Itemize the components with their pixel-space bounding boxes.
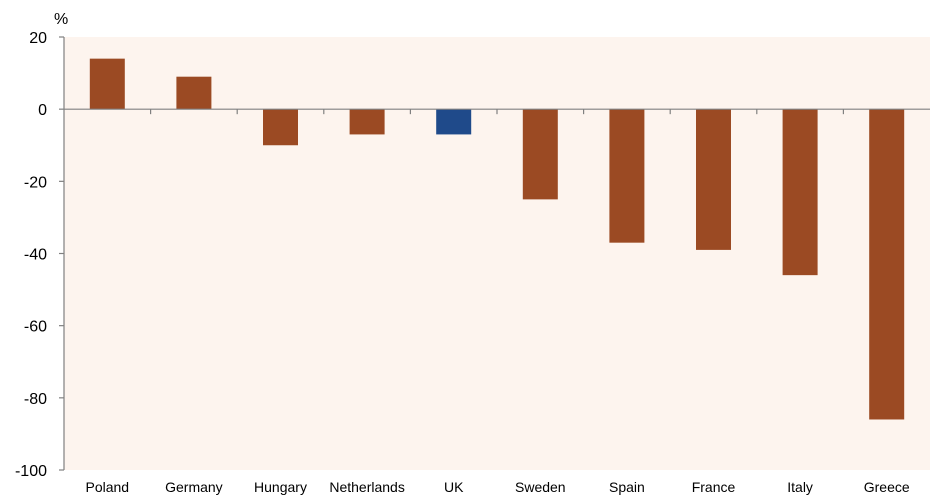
y-tick-label: -40 [24,247,47,264]
x-tick-label: France [692,479,736,495]
x-tick-label: Spain [609,479,645,495]
bar-italy [782,109,818,276]
y-tick-label: 0 [38,102,47,119]
x-tick-label: Germany [165,479,223,495]
x-tick-label: Hungary [254,479,307,495]
bar-germany [176,76,212,110]
x-tick-label: Greece [864,479,910,495]
bar-uk [436,109,472,135]
bar-greece [869,109,905,420]
y-tick-label: -100 [15,463,47,480]
x-tick-label: UK [444,479,464,495]
axes-group [59,36,930,471]
y-tick-label: -60 [24,319,47,336]
bar-france [696,109,731,250]
bar-hungary [263,109,298,146]
y-axis-unit-label: % [54,11,68,28]
y-tick-label: 20 [29,30,47,47]
bar-spain [609,109,645,243]
bar-netherlands [349,109,385,135]
bars-group [89,58,905,420]
y-tick-label: -80 [24,391,47,408]
x-tick-label: Netherlands [329,479,405,495]
x-tick-label: Italy [787,479,813,495]
bar-poland [89,58,125,110]
y-tick-label: -20 [24,174,47,191]
bar-sweden [522,109,558,200]
x-tick-label: Sweden [515,479,566,495]
x-tick-labels: Poland Germany Hungary Netherlands UK Sweden S… [86,479,910,495]
y-tick-labels: 20 0 -20 -40 -60 -80 -100 [15,30,47,480]
x-tick-label: Poland [86,479,130,495]
